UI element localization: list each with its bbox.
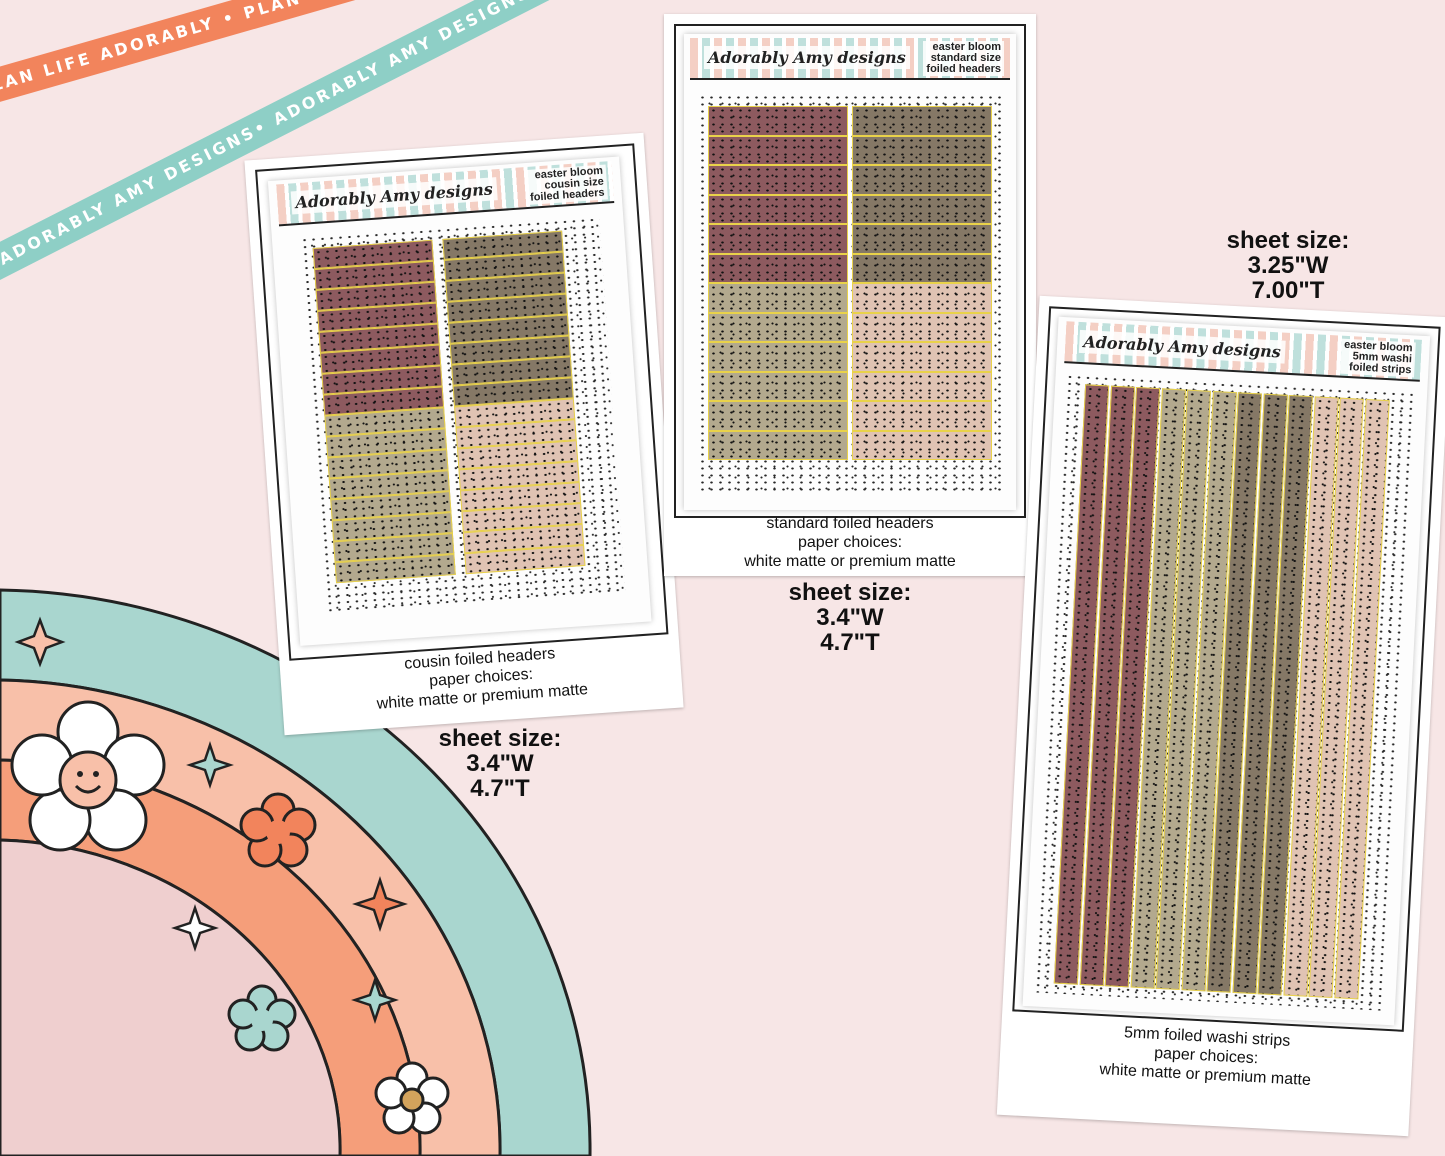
foiled-strip (708, 342, 848, 372)
sparkle-icon (352, 876, 408, 932)
product-card-washi: Adorably Amy designs easter bloom 5mm wa… (996, 295, 1445, 1137)
foiled-strip (708, 401, 848, 431)
smiley-flower-icon (10, 700, 166, 852)
brand-logo: Adorably Amy designs (1078, 329, 1286, 364)
brand-logo: Adorably Amy designs (290, 177, 498, 215)
foiled-strip (708, 106, 848, 136)
foiled-strip (708, 135, 848, 165)
foiled-strip (708, 194, 848, 224)
sticker-sheet: Adorably Amy designs easter bloom standa… (684, 34, 1016, 510)
foiled-strip (852, 194, 992, 224)
sheet-label: easter bloom 5mm washi foiled strips (1339, 338, 1416, 378)
sparkle-icon (186, 741, 234, 789)
foiled-strip (708, 283, 848, 313)
sparkle-icon (171, 904, 219, 952)
sticker-sheet: Adorably Amy designs easter bloom cousin… (267, 156, 652, 646)
foiled-strip (852, 224, 992, 254)
foiled-strip (852, 401, 992, 431)
sheet-size-cousin: sheet size: 3.4"W 4.7"T (438, 725, 562, 802)
foiled-strip (708, 253, 848, 283)
product-caption: standard foiled headers paper choices: w… (744, 515, 956, 570)
sparkle-icon (14, 616, 66, 668)
foiled-strip (708, 430, 848, 460)
foiled-strip (852, 106, 992, 136)
foiled-strip (852, 430, 992, 460)
daisy-icon (374, 1061, 450, 1135)
orange-flower-icon (239, 792, 317, 868)
sheet-size-standard: sheet size: 3.4"W 4.7"T (788, 579, 912, 656)
teal-flower-icon (227, 984, 297, 1052)
foiled-strip (708, 224, 848, 254)
brand-logo: Adorably Amy designs (704, 46, 910, 69)
product-card-standard: Adorably Amy designs easter bloom standa… (664, 14, 1036, 576)
sticker-sheet: Adorably Amy designs easter bloom 5mm wa… (1022, 316, 1431, 1026)
foiled-strip (852, 371, 992, 401)
foiled-strip (852, 283, 992, 313)
foiled-strip (852, 342, 992, 372)
rainbow-decoration (0, 588, 592, 1156)
foiled-strip (852, 135, 992, 165)
sheet-size-washi: sheet size: 3.25"W 7.00"T (1226, 227, 1350, 304)
foiled-strip (852, 253, 992, 283)
foiled-strip (708, 371, 848, 401)
sheet-label: easter bloom cousin size foiled headers (525, 164, 608, 206)
product-card-cousin: Adorably Amy designs easter bloom cousin… (244, 132, 684, 736)
foiled-strip (708, 312, 848, 342)
foiled-strip (852, 165, 992, 195)
sheet-label: easter bloom standard size foiled header… (923, 41, 1004, 76)
sparkle-icon (351, 976, 399, 1024)
foiled-strip (852, 312, 992, 342)
foiled-strip (708, 165, 848, 195)
